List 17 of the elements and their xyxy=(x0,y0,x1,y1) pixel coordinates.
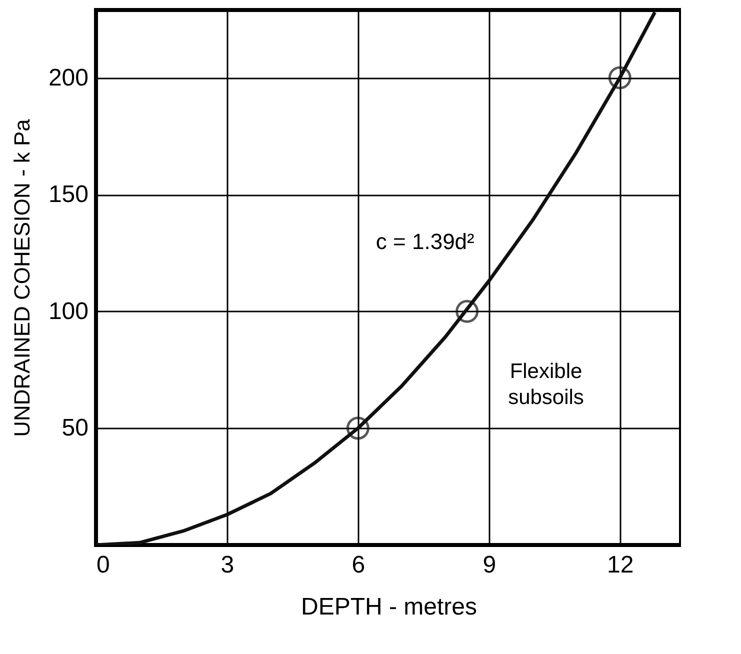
x-tick-label: 12 xyxy=(607,552,634,578)
x-tick-label: 3 xyxy=(220,552,234,578)
y-tick-label: 100 xyxy=(48,298,88,325)
annotation: Flexible subsoils xyxy=(508,360,584,409)
y-tick-label: 200 xyxy=(48,64,88,92)
point xyxy=(346,416,370,440)
x-tick-label: 6 xyxy=(352,552,366,578)
annotation: c = 1.39d² xyxy=(376,228,474,254)
y-axis-title: UNDRAINED COHESION - k Pa xyxy=(9,118,34,437)
x-tick-label: 0 xyxy=(96,552,110,578)
line-series xyxy=(96,10,657,545)
x-axis-title: DEPTH - metres xyxy=(300,594,478,620)
point xyxy=(456,300,479,323)
y-tick-label: 50 xyxy=(62,414,88,442)
y-tick-label: 150 xyxy=(48,181,88,208)
point xyxy=(608,66,632,90)
x-tick-label: 9 xyxy=(482,552,496,578)
